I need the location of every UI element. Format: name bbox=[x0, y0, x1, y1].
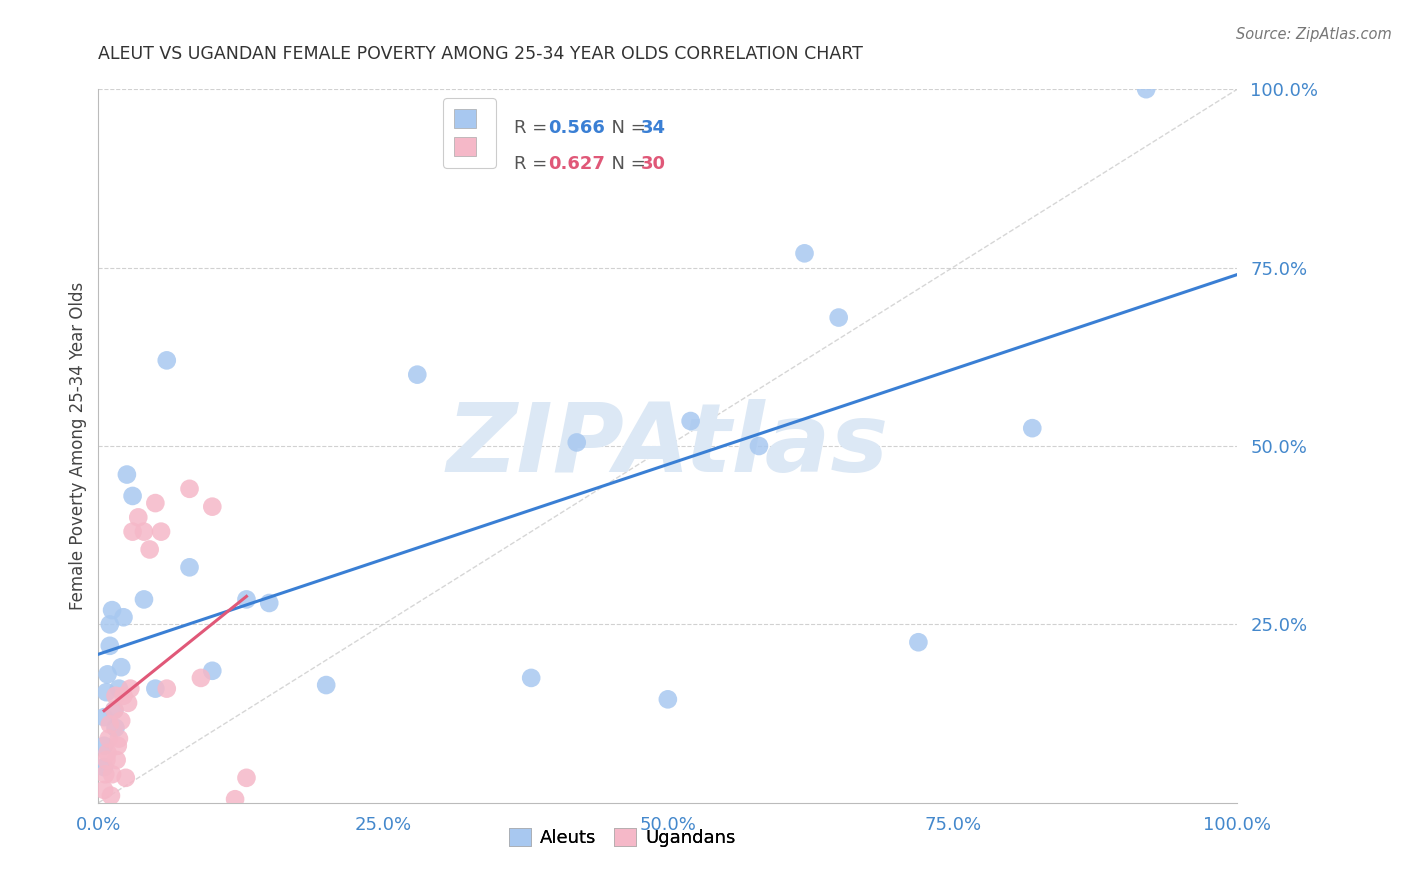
Point bbox=[1135, 82, 1157, 96]
Point bbox=[179, 482, 201, 496]
Point bbox=[145, 681, 167, 696]
Point bbox=[110, 714, 132, 728]
Point bbox=[93, 739, 115, 753]
Point bbox=[98, 717, 121, 731]
Point bbox=[156, 353, 179, 368]
Point bbox=[104, 689, 127, 703]
Point bbox=[224, 792, 246, 806]
Point bbox=[127, 510, 149, 524]
Point bbox=[132, 524, 155, 539]
Point bbox=[96, 753, 118, 767]
Point bbox=[100, 789, 122, 803]
Point bbox=[201, 500, 224, 514]
Point bbox=[201, 664, 224, 678]
Point bbox=[107, 739, 129, 753]
Point bbox=[1021, 421, 1043, 435]
Point bbox=[520, 671, 543, 685]
Point bbox=[96, 685, 118, 699]
Point bbox=[679, 414, 702, 428]
Point bbox=[120, 681, 142, 696]
Point bbox=[150, 524, 173, 539]
Point bbox=[108, 731, 131, 746]
Text: R =: R = bbox=[515, 120, 553, 137]
Point bbox=[117, 696, 139, 710]
Point bbox=[104, 721, 127, 735]
Legend: Aleuts, Ugandans: Aleuts, Ugandans bbox=[502, 821, 742, 855]
Text: 0.566: 0.566 bbox=[548, 120, 605, 137]
Point bbox=[96, 667, 118, 681]
Text: 34: 34 bbox=[641, 120, 665, 137]
Text: 30: 30 bbox=[641, 155, 665, 173]
Point bbox=[98, 639, 121, 653]
Point bbox=[190, 671, 212, 685]
Y-axis label: Female Poverty Among 25-34 Year Olds: Female Poverty Among 25-34 Year Olds bbox=[69, 282, 87, 610]
Point bbox=[114, 771, 136, 785]
Point bbox=[657, 692, 679, 706]
Point bbox=[108, 681, 131, 696]
Point bbox=[98, 617, 121, 632]
Point bbox=[101, 767, 124, 781]
Point bbox=[112, 689, 135, 703]
Point bbox=[121, 489, 143, 503]
Point bbox=[103, 703, 125, 717]
Point bbox=[121, 524, 143, 539]
Point bbox=[97, 731, 120, 746]
Point bbox=[93, 710, 115, 724]
Text: 0.627: 0.627 bbox=[548, 155, 605, 173]
Point bbox=[94, 767, 117, 781]
Point bbox=[145, 496, 167, 510]
Text: ALEUT VS UGANDAN FEMALE POVERTY AMONG 25-34 YEAR OLDS CORRELATION CHART: ALEUT VS UGANDAN FEMALE POVERTY AMONG 25… bbox=[98, 45, 863, 62]
Point bbox=[793, 246, 815, 260]
Text: N =: N = bbox=[599, 120, 651, 137]
Point bbox=[828, 310, 851, 325]
Point bbox=[96, 746, 118, 760]
Point bbox=[105, 753, 128, 767]
Point bbox=[138, 542, 160, 557]
Point bbox=[132, 592, 155, 607]
Point bbox=[112, 610, 135, 624]
Point bbox=[406, 368, 429, 382]
Point bbox=[748, 439, 770, 453]
Point bbox=[259, 596, 281, 610]
Point bbox=[93, 760, 115, 774]
Point bbox=[235, 592, 257, 607]
Point bbox=[93, 783, 115, 797]
Text: R =: R = bbox=[515, 155, 553, 173]
Point bbox=[115, 467, 138, 482]
Point bbox=[235, 771, 257, 785]
Point bbox=[565, 435, 588, 450]
Point bbox=[103, 703, 125, 717]
Point bbox=[101, 603, 124, 617]
Point bbox=[907, 635, 929, 649]
Point bbox=[110, 660, 132, 674]
Text: Source: ZipAtlas.com: Source: ZipAtlas.com bbox=[1236, 27, 1392, 42]
Text: N =: N = bbox=[599, 155, 651, 173]
Point bbox=[315, 678, 337, 692]
Point bbox=[156, 681, 179, 696]
Point bbox=[179, 560, 201, 574]
Text: ZIPAtlas: ZIPAtlas bbox=[447, 400, 889, 492]
